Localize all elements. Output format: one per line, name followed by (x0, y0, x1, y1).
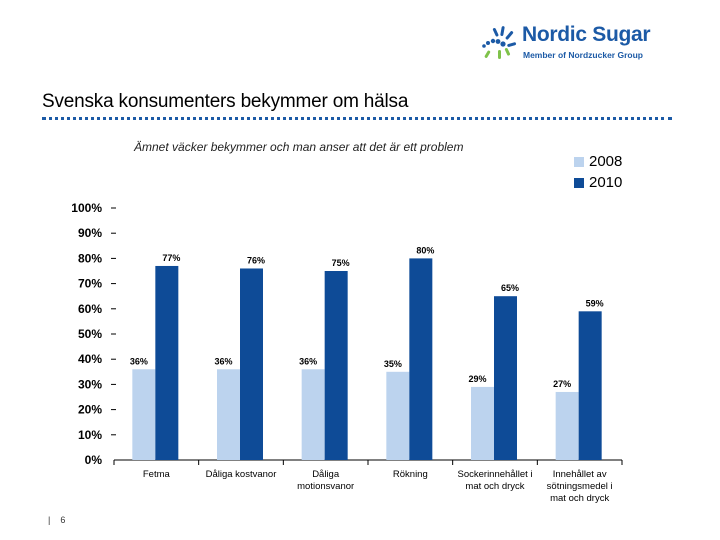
data-label-2010: 76% (247, 255, 265, 265)
bar-2008 (386, 371, 410, 460)
bar-2010 (494, 296, 517, 460)
category-label: mat och dryck (465, 481, 524, 492)
bar-2010 (324, 271, 348, 460)
bar-2010 (155, 265, 179, 460)
category-label: Sockerinnehållet i (458, 469, 533, 480)
data-label-2010: 75% (332, 258, 350, 268)
y-tick-label: 100% (71, 201, 102, 215)
data-label-2010: 77% (162, 253, 180, 263)
category-label: Fetma (143, 469, 171, 480)
legend-swatch-2010 (574, 177, 584, 188)
title-divider (42, 117, 672, 120)
footer-separator: | (48, 515, 51, 525)
category-label: Dåliga kostvanor (206, 469, 277, 480)
bar-2010 (409, 258, 433, 460)
data-label-2008: 36% (214, 356, 232, 366)
y-tick-label: 50% (78, 327, 102, 341)
legend-item-2010: 2010 (574, 172, 622, 193)
y-tick-label: 80% (78, 251, 102, 265)
y-tick-label: 70% (78, 277, 102, 291)
chart-title: Ämnet väcker bekymmer och man anser att … (134, 140, 464, 154)
data-label-2010: 65% (501, 283, 519, 293)
bar-2008 (217, 369, 240, 460)
y-tick-label: 10% (78, 428, 102, 442)
bar-2008 (471, 386, 494, 460)
category-label: Innehållet av (553, 469, 607, 480)
legend-swatch-2008 (574, 156, 584, 167)
bar-2010 (578, 311, 602, 460)
data-label-2010: 80% (416, 245, 434, 255)
bar-2008 (555, 391, 579, 460)
data-label-2008: 36% (299, 356, 317, 366)
bar-2010 (240, 268, 263, 460)
page-number: 6 (60, 515, 66, 525)
y-tick-label: 40% (78, 352, 102, 366)
category-label: Rökning (393, 469, 428, 480)
sugar-sun-icon (482, 26, 517, 59)
category-label: Dåliga (312, 469, 340, 480)
bar-2008 (132, 369, 156, 460)
data-label-2008: 29% (468, 374, 486, 384)
category-label: mat och dryck (550, 493, 609, 504)
category-label: sötningsmedel i (547, 481, 613, 492)
y-tick-label: 0% (85, 453, 103, 467)
legend-label-2008: 2008 (589, 153, 623, 170)
data-label-2008: 27% (553, 379, 571, 389)
page-footer: | 6 (48, 515, 65, 525)
bar-2008 (301, 369, 325, 460)
y-tick-label: 60% (78, 302, 102, 316)
data-label-2008: 36% (130, 356, 148, 366)
data-label-2010: 59% (586, 298, 604, 308)
y-tick-label: 30% (78, 377, 102, 391)
data-label-2008: 35% (384, 359, 402, 369)
slide-title: Svenska konsumenters bekymmer om hälsa (42, 91, 409, 112)
y-tick-label: 90% (78, 226, 102, 240)
brand-tagline: Member of Nordzucker Group (523, 50, 643, 60)
chart-legend: 2008 2010 (574, 151, 622, 193)
legend-label-2010: 2010 (589, 174, 623, 191)
nordic-sugar-logo: Nordic Sugar Member of Nordzucker Group (478, 20, 678, 64)
y-tick-label: 20% (78, 403, 102, 417)
brand-name: Nordic Sugar (522, 23, 651, 46)
category-label: motionsvanor (297, 481, 354, 492)
legend-item-2008: 2008 (574, 151, 622, 172)
